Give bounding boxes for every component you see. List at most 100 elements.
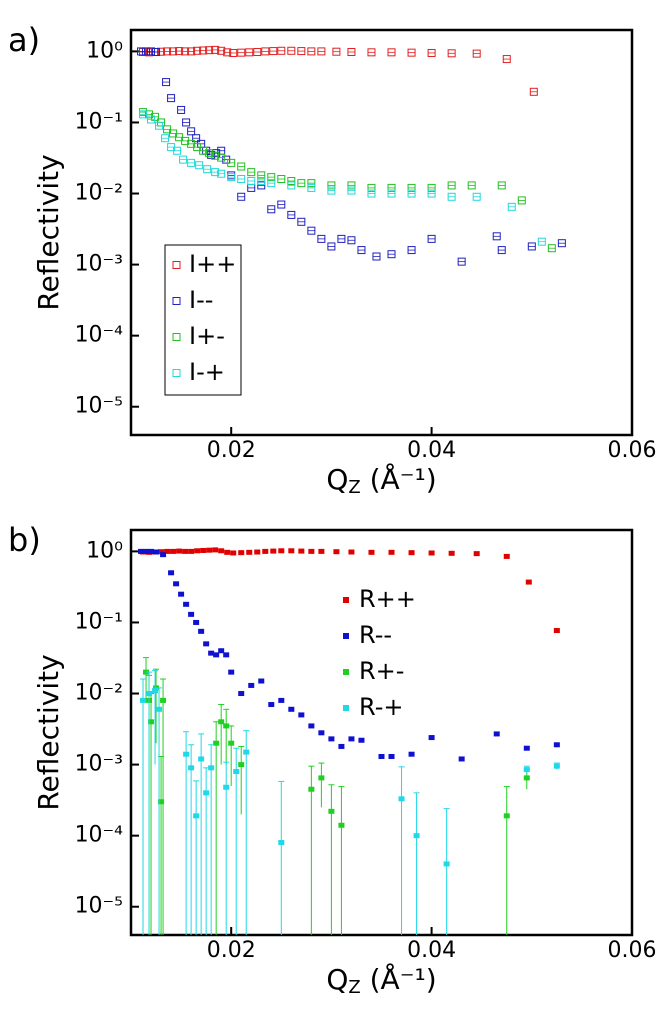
- marker: [146, 691, 153, 697]
- marker: [228, 669, 235, 675]
- y-tick-label: 10⁻⁵: [75, 894, 123, 919]
- marker: [318, 730, 325, 736]
- marker: [143, 548, 150, 554]
- marker: [443, 861, 450, 867]
- marker: [193, 813, 200, 819]
- marker: [308, 786, 315, 792]
- panel-label: b): [8, 521, 41, 559]
- marker: [198, 628, 205, 634]
- marker: [553, 742, 560, 748]
- y-tick-label: 10⁰: [86, 538, 123, 563]
- marker: [208, 765, 215, 771]
- legend-marker: [172, 261, 181, 269]
- marker: [208, 650, 215, 656]
- marker: [218, 648, 225, 654]
- marker: [278, 548, 285, 554]
- legend-marker: [172, 333, 181, 341]
- legend-marker: [343, 633, 349, 639]
- marker: [288, 548, 295, 554]
- marker: [238, 691, 245, 697]
- marker: [153, 549, 160, 555]
- marker: [270, 548, 277, 554]
- series-layer: [138, 547, 560, 935]
- marker: [188, 548, 195, 554]
- y-tick-label: 10⁰: [86, 38, 123, 63]
- marker: [198, 756, 205, 762]
- legend-label: R--: [359, 621, 392, 649]
- marker: [243, 749, 250, 755]
- y-tick-label: 10⁻²: [75, 681, 123, 706]
- marker: [168, 570, 175, 576]
- marker: [213, 740, 220, 746]
- legend-marker: [172, 369, 181, 377]
- legend-marker: [343, 705, 349, 711]
- marker: [328, 808, 335, 814]
- marker: [268, 702, 275, 708]
- y-axis-label: Reflectivity: [32, 154, 65, 310]
- marker: [218, 548, 225, 554]
- x-tick-label: 0.04: [407, 438, 456, 463]
- marker: [224, 549, 231, 555]
- marker: [378, 753, 385, 759]
- marker: [143, 669, 150, 675]
- marker: [218, 719, 225, 725]
- panel-label: a): [8, 21, 40, 59]
- x-axis-label: QZ (Å⁻¹): [326, 962, 436, 998]
- x-label-unit: (Å⁻¹): [361, 962, 437, 996]
- y-tick-label: 10⁻³: [75, 252, 123, 277]
- marker: [164, 548, 171, 554]
- x-label-sub: Z: [348, 977, 360, 998]
- marker: [230, 550, 237, 556]
- marker: [138, 548, 145, 554]
- marker: [193, 619, 200, 625]
- marker: [328, 736, 335, 742]
- y-tick-label: 10⁻¹: [75, 109, 123, 134]
- marker: [523, 767, 530, 773]
- legend-label: I-+: [189, 358, 225, 386]
- marker: [200, 547, 207, 553]
- series-layer: [137, 45, 566, 266]
- marker: [188, 611, 195, 617]
- marker: [176, 548, 183, 554]
- marker: [348, 549, 355, 555]
- legend-label: I++: [189, 250, 236, 278]
- marker: [298, 712, 305, 718]
- marker: [553, 763, 560, 769]
- y-tick-label: 10⁻¹: [75, 609, 123, 634]
- marker: [148, 719, 155, 725]
- marker: [388, 753, 395, 759]
- marker: [228, 740, 235, 746]
- marker: [170, 548, 177, 554]
- x-tick-label: 0.04: [407, 938, 456, 963]
- x-label-main: Q: [326, 963, 348, 996]
- marker: [553, 628, 560, 634]
- marker: [278, 697, 285, 703]
- marker: [182, 548, 189, 554]
- marker: [503, 553, 510, 559]
- marker: [308, 548, 315, 554]
- marker: [333, 549, 340, 555]
- marker: [206, 547, 213, 553]
- marker: [428, 550, 435, 556]
- marker: [408, 550, 415, 556]
- legend-marker: [172, 297, 181, 305]
- marker: [262, 548, 269, 554]
- marker: [160, 697, 167, 703]
- legend-label: R-+: [359, 693, 403, 721]
- marker: [398, 796, 405, 802]
- marker: [318, 548, 325, 554]
- marker: [448, 550, 455, 556]
- marker: [298, 548, 305, 554]
- marker: [258, 678, 265, 684]
- y-tick-label: 10⁻⁴: [75, 323, 124, 348]
- legend-label: I+-: [189, 322, 225, 350]
- y-tick-label: 10⁻⁵: [75, 394, 123, 419]
- marker: [178, 591, 185, 597]
- marker: [140, 697, 147, 703]
- marker: [238, 550, 245, 556]
- marker: [152, 688, 159, 694]
- x-label-sub: Z: [348, 477, 360, 498]
- x-axis-label: QZ (Å⁻¹): [326, 462, 436, 498]
- marker: [388, 549, 395, 555]
- x-tick-label: 0.06: [608, 438, 657, 463]
